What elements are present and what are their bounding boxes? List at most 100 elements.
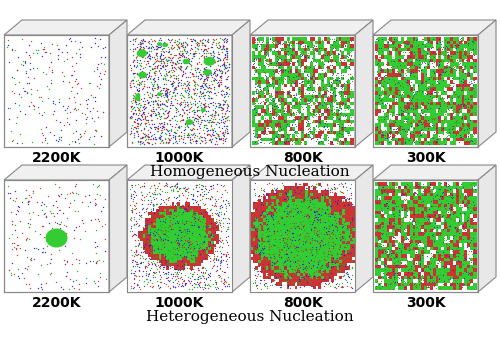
Bar [138, 199, 140, 202]
Bar [292, 137, 296, 141]
Bar [287, 240, 290, 244]
Bar [410, 196, 413, 200]
Bar [305, 260, 308, 263]
Bar [192, 260, 196, 263]
Bar [318, 285, 322, 289]
Bar [347, 116, 350, 120]
Bar [166, 244, 170, 247]
Bar [266, 276, 269, 279]
Bar [143, 231, 146, 234]
Bar [458, 257, 462, 261]
Bar [342, 192, 345, 196]
Bar [227, 208, 230, 212]
Bar [381, 192, 384, 196]
Bar [347, 240, 350, 244]
Bar [450, 221, 454, 225]
Bar [278, 91, 281, 95]
Bar [392, 51, 396, 55]
Bar [438, 203, 442, 207]
Bar [421, 210, 424, 214]
Bar [350, 44, 354, 48]
Bar [342, 141, 345, 145]
Bar [334, 202, 337, 206]
Bar [470, 264, 474, 268]
Bar [401, 123, 404, 127]
Bar [450, 272, 454, 276]
Bar [284, 62, 287, 66]
Bar [271, 247, 274, 250]
Bar [447, 94, 450, 98]
Bar [316, 237, 319, 241]
Bar [190, 272, 193, 276]
Bar [412, 101, 416, 105]
Bar [462, 134, 465, 138]
Bar [473, 218, 476, 222]
Bar [214, 279, 217, 282]
Bar [310, 189, 314, 193]
Bar [312, 83, 316, 88]
Bar [158, 221, 162, 225]
Bar [292, 250, 295, 254]
Bar [438, 98, 442, 102]
Bar [255, 127, 258, 131]
Bar [458, 250, 462, 254]
Bar [456, 80, 459, 84]
Bar [421, 44, 424, 48]
Bar [275, 105, 278, 109]
Bar [252, 51, 256, 55]
Bar [256, 221, 258, 225]
Bar [333, 58, 336, 62]
Bar [336, 98, 339, 102]
Bar [390, 253, 393, 258]
Bar [392, 246, 396, 250]
Bar [421, 189, 424, 193]
Bar [292, 119, 296, 123]
Bar [211, 240, 214, 244]
Bar [271, 202, 274, 206]
Bar [392, 199, 396, 203]
Bar [282, 215, 284, 219]
Bar [350, 91, 354, 95]
Bar [416, 243, 419, 247]
Bar [312, 62, 316, 66]
Bar [180, 282, 182, 286]
Bar [258, 269, 261, 273]
Bar [214, 218, 217, 222]
Bar [282, 234, 284, 238]
Bar [347, 256, 350, 260]
Bar [278, 58, 281, 62]
Bar [166, 237, 170, 241]
Bar [282, 282, 284, 286]
Bar [432, 282, 436, 286]
Bar [327, 62, 330, 66]
Bar [185, 282, 188, 286]
Bar [347, 137, 350, 141]
Bar [278, 87, 281, 91]
Bar [272, 130, 276, 134]
Bar [281, 141, 284, 145]
Bar [274, 202, 277, 206]
Bar [401, 199, 404, 203]
Bar [473, 98, 476, 102]
Bar [158, 276, 162, 279]
Bar [312, 112, 316, 116]
Bar [350, 183, 353, 186]
Bar [378, 253, 382, 258]
Bar [275, 94, 278, 98]
Bar [324, 189, 326, 193]
Bar [135, 240, 138, 244]
Bar [322, 73, 324, 77]
Bar [292, 269, 295, 273]
Bar [398, 40, 402, 44]
Bar [442, 196, 445, 200]
Bar [258, 263, 261, 266]
Bar [222, 285, 224, 289]
Bar [468, 91, 470, 95]
Bar [276, 189, 280, 193]
Bar [330, 76, 334, 80]
Bar [427, 286, 430, 290]
Bar [153, 227, 156, 231]
Bar [146, 256, 148, 260]
Bar [458, 189, 462, 193]
Bar [182, 183, 185, 186]
